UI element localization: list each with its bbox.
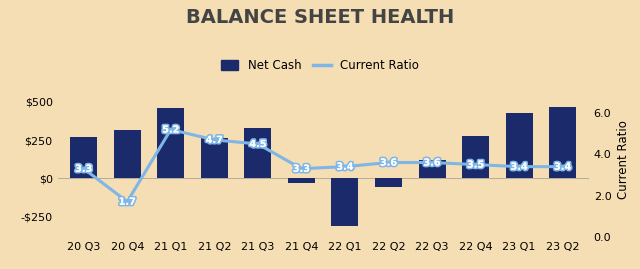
Text: 3.5: 3.5 <box>467 160 484 169</box>
Bar <box>157 108 184 178</box>
Bar <box>419 160 445 178</box>
Bar <box>201 138 228 178</box>
Legend: Net Cash, Current Ratio: Net Cash, Current Ratio <box>216 54 424 77</box>
Bar <box>549 107 576 178</box>
Text: 3.4: 3.4 <box>554 162 572 172</box>
Bar <box>70 137 97 178</box>
Text: 1.7: 1.7 <box>118 197 136 207</box>
Text: 3.6: 3.6 <box>380 158 397 168</box>
Text: 3.4: 3.4 <box>511 162 528 172</box>
Bar <box>332 178 358 226</box>
Bar <box>244 128 271 178</box>
Text: 3.3: 3.3 <box>75 164 92 174</box>
Text: 3.4: 3.4 <box>337 162 353 172</box>
Bar <box>114 130 141 178</box>
Text: 3.3: 3.3 <box>293 164 310 174</box>
Text: 4.7: 4.7 <box>205 135 223 145</box>
Bar <box>375 178 402 187</box>
Bar <box>462 136 489 178</box>
Text: 4.5: 4.5 <box>249 139 266 149</box>
Bar <box>506 112 532 178</box>
Text: 3.6: 3.6 <box>424 158 441 168</box>
Y-axis label: Current Ratio: Current Ratio <box>617 121 630 200</box>
Text: 5.2: 5.2 <box>162 125 179 134</box>
Text: BALANCE SHEET HEALTH: BALANCE SHEET HEALTH <box>186 8 454 27</box>
Bar <box>288 178 315 183</box>
